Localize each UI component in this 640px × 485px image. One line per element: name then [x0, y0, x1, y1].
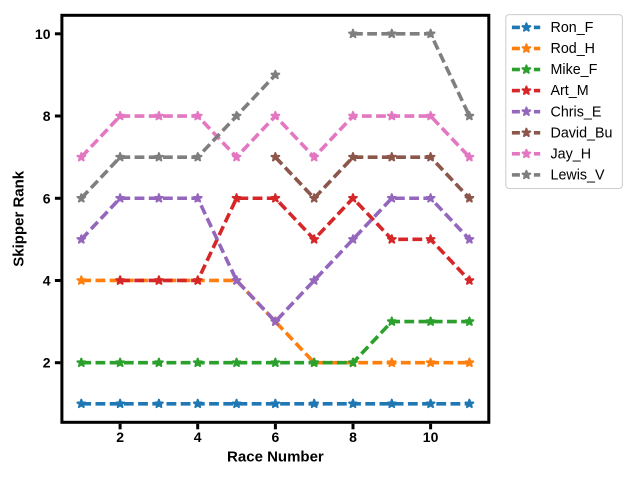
svg-text:8: 8 — [43, 108, 51, 124]
svg-text:6: 6 — [43, 190, 51, 206]
svg-text:Lewis_V: Lewis_V — [551, 168, 606, 184]
svg-text:2: 2 — [43, 355, 51, 371]
svg-text:10: 10 — [423, 429, 439, 445]
svg-text:2: 2 — [116, 429, 124, 445]
svg-text:4: 4 — [43, 273, 51, 289]
svg-text:8: 8 — [349, 429, 357, 445]
svg-text:Skipper Rank: Skipper Rank — [11, 170, 28, 267]
svg-text:Rod_H: Rod_H — [551, 41, 596, 57]
svg-text:David_Bu: David_Bu — [551, 125, 613, 141]
svg-text:Jay_H: Jay_H — [551, 146, 592, 162]
svg-text:Ron_F: Ron_F — [551, 20, 594, 36]
svg-text:6: 6 — [272, 429, 280, 445]
svg-text:10: 10 — [35, 26, 51, 42]
svg-text:Chris_E: Chris_E — [551, 104, 602, 120]
svg-text:Race Number: Race Number — [227, 449, 324, 466]
svg-text:4: 4 — [194, 429, 202, 445]
svg-text:Mike_F: Mike_F — [551, 62, 598, 78]
svg-text:Art_M: Art_M — [551, 83, 589, 99]
